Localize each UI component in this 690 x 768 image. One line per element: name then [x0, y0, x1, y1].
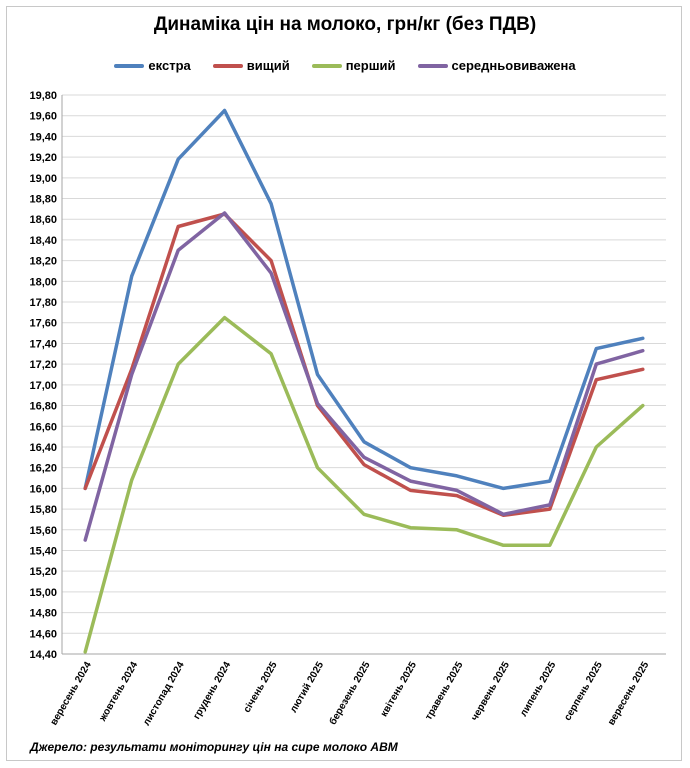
legend-item-extra: екстра [114, 58, 191, 73]
y-tick-label: 16,00 [29, 483, 57, 495]
series-line-weighted [83, 211, 645, 542]
x-tick-label: вересень 2024 [49, 660, 94, 728]
y-tick-label: 14,60 [29, 628, 57, 640]
y-tick-label: 17,20 [29, 359, 57, 371]
x-tick-label: січень 2025 [242, 660, 280, 715]
y-tick-label: 16,20 [29, 463, 57, 475]
series-line-first [83, 315, 645, 654]
chart-frame [6, 6, 682, 761]
y-tick-label: 19,00 [29, 173, 57, 185]
y-tick-label: 15,00 [29, 587, 57, 599]
y-tick-label: 19,60 [29, 111, 57, 123]
x-tick-label: жовтень 2024 [97, 660, 141, 724]
legend-item-first: перший [311, 58, 396, 73]
chart-title: Динаміка цін на молоко, грн/кг (без ПДВ) [153, 14, 537, 35]
y-tick-label: 17,00 [29, 380, 57, 392]
y-tick-label: 19,80 [29, 90, 57, 102]
chart-legend: екстра вищий перший середньовиважена [0, 58, 690, 73]
y-tick-label: 14,40 [29, 649, 57, 661]
x-tick-label: лютий 2025 [288, 660, 326, 715]
y-tick-label: 16,60 [29, 421, 57, 433]
y-tick-label: 14,80 [29, 608, 57, 620]
legend-item-higher: вищий [212, 58, 290, 73]
y-tick-label: 17,40 [29, 338, 57, 350]
y-tick-label: 15,20 [29, 566, 57, 578]
y-tick-label: 16,40 [29, 442, 57, 454]
x-tick-label: вересень 2025 [606, 660, 651, 728]
legend-label-extra: екстра [148, 58, 191, 73]
legend-swatch-first [311, 63, 342, 68]
source-note: Джерело: результати моніторингу цін на с… [30, 740, 398, 754]
y-tick-label: 18,00 [29, 276, 57, 288]
x-tick-label: листопад 2024 [141, 660, 187, 728]
y-tick-label: 17,80 [29, 297, 57, 309]
legend-label-higher: вищий [246, 58, 290, 73]
y-tick-label: 16,80 [29, 401, 57, 413]
y-tick-label: 15,80 [29, 504, 57, 516]
series-line-higher [83, 212, 645, 518]
y-tick-label: 18,20 [29, 256, 57, 268]
x-tick-label: березень 2025 [327, 659, 373, 727]
y-tick-label: 19,40 [29, 131, 57, 143]
x-tick-label: серпень 2025 [562, 660, 605, 723]
x-tick-label: квітень 2025 [379, 660, 420, 719]
x-tick-label: грудень 2024 [191, 660, 233, 722]
y-tick-label: 17,60 [29, 318, 57, 330]
y-tick-label: 18,60 [29, 214, 57, 226]
y-tick-label: 18,80 [29, 194, 57, 206]
legend-item-weighted: середньовиважена [417, 58, 576, 73]
x-tick-label: липень 2025 [518, 660, 558, 719]
x-tick-label: червень 2025 [469, 660, 512, 723]
y-tick-label: 15,60 [29, 525, 57, 537]
legend-label-first: перший [345, 58, 396, 73]
legend-swatch-higher [212, 63, 243, 68]
y-tick-label: 19,20 [29, 152, 57, 164]
series-line-extra [83, 108, 645, 491]
x-tick-label: травень 2025 [423, 660, 465, 722]
legend-label-weighted: середньовиважена [451, 58, 576, 73]
y-tick-label: 18,40 [29, 235, 57, 247]
y-tick-label: 15,40 [29, 545, 57, 557]
legend-swatch-extra [114, 63, 145, 68]
legend-swatch-weighted [417, 63, 448, 68]
